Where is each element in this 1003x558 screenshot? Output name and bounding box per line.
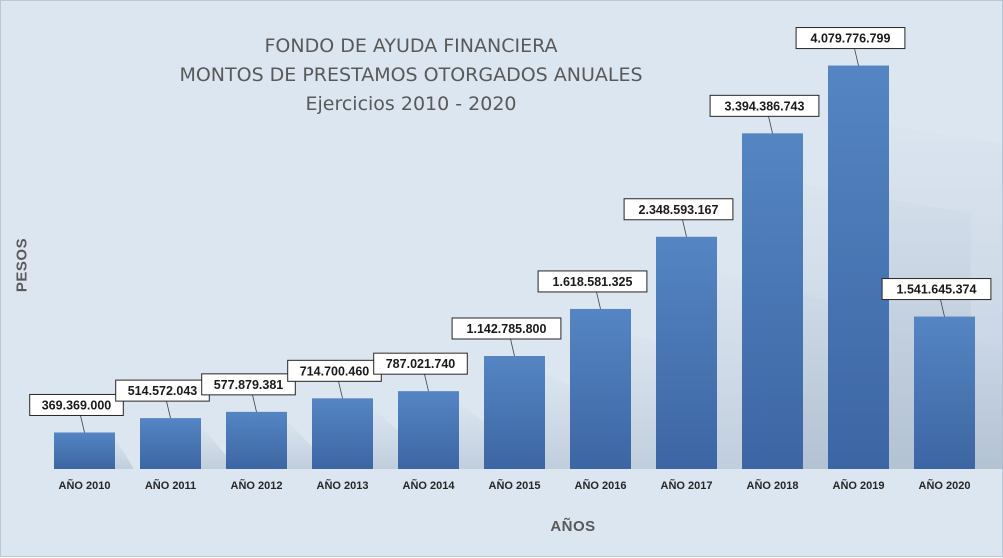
data-label-box <box>795 27 906 50</box>
data-label-leader <box>510 338 515 357</box>
bar-shadow <box>287 420 316 469</box>
data-label-box <box>537 270 648 293</box>
bar <box>828 65 889 469</box>
x-tick-label: AÑO 2015 <box>489 479 541 492</box>
data-label-leader <box>80 415 85 433</box>
chart-title: FONDO DE AYUDA FINANCIERA MONTOS DE PRES… <box>111 32 711 119</box>
data-label-leader <box>424 374 429 392</box>
x-tick-label: AÑO 2013 <box>317 479 369 492</box>
bar <box>742 133 803 469</box>
chart-title-line-1: FONDO DE AYUDA FINANCIERA <box>264 35 558 57</box>
data-label: 514.572.043 <box>128 384 198 398</box>
x-tick-label: AÑO 2012 <box>231 479 283 492</box>
data-label: 714.700.460 <box>300 364 370 378</box>
x-tick-label: AÑO 2011 <box>145 479 196 492</box>
bar <box>312 398 373 469</box>
data-label-box <box>709 94 820 117</box>
bar <box>140 418 201 469</box>
bar <box>54 432 115 469</box>
data-label-box <box>201 373 296 396</box>
chart-title-line-2: MONTOS DE PRESTAMOS OTORGADOS ANUALES <box>179 64 643 86</box>
bar <box>914 316 975 469</box>
bar-shadow <box>975 339 1003 469</box>
data-label-leader <box>596 291 601 310</box>
bar-shadow <box>201 425 227 469</box>
bars <box>54 65 975 469</box>
data-label: 577.879.381 <box>214 378 284 392</box>
data-labels: 369.369.000 514.572.043 577.879.381 714.700… <box>29 27 992 433</box>
chart-title-line-3: Ejercicios 2010 - 2020 <box>305 93 517 115</box>
bar-shadow <box>115 437 134 469</box>
data-label-box <box>373 352 468 375</box>
data-label: 369.369.000 <box>42 398 112 412</box>
data-label-leader <box>252 394 257 412</box>
x-tick-label: AÑO 2010 <box>59 479 111 492</box>
x-tick-label: AÑO 2016 <box>575 479 627 492</box>
data-label-box <box>29 393 124 416</box>
data-label: 2.348.593.167 <box>639 203 719 217</box>
data-label-leader <box>166 401 171 419</box>
data-label: 1.618.581.325 <box>553 275 633 289</box>
data-label-box <box>451 317 562 340</box>
bar <box>226 411 287 469</box>
bar <box>656 236 717 469</box>
bar <box>484 355 545 469</box>
x-tick-label: AÑO 2017 <box>661 479 713 492</box>
bar <box>398 391 459 469</box>
x-tick-label: AÑO 2020 <box>919 479 971 492</box>
x-axis-label: AÑOS <box>550 518 596 535</box>
data-label-leader <box>940 299 945 317</box>
data-label-leader <box>338 381 343 399</box>
x-tick-label: AÑO 2014 <box>403 479 456 492</box>
data-label-leader <box>854 48 859 66</box>
x-tick-labels: AÑO 2010 AÑO 2011 AÑO 2012 AÑO 2013 AÑO 2014… <box>59 479 971 492</box>
x-tick-label: AÑO 2018 <box>747 479 799 492</box>
data-label: 1.541.645.374 <box>897 283 977 297</box>
data-label: 4.079.776.799 <box>811 32 891 46</box>
data-label: 787.021.740 <box>386 357 456 371</box>
data-label-box <box>881 278 992 301</box>
data-label-leader <box>682 219 687 237</box>
x-tick-label: AÑO 2019 <box>833 479 885 492</box>
bar <box>570 308 631 469</box>
data-label-leader <box>768 116 773 134</box>
data-label: 3.394.386.743 <box>725 99 805 113</box>
data-label-box <box>623 198 734 221</box>
data-label: 1.142.785.800 <box>467 322 547 336</box>
